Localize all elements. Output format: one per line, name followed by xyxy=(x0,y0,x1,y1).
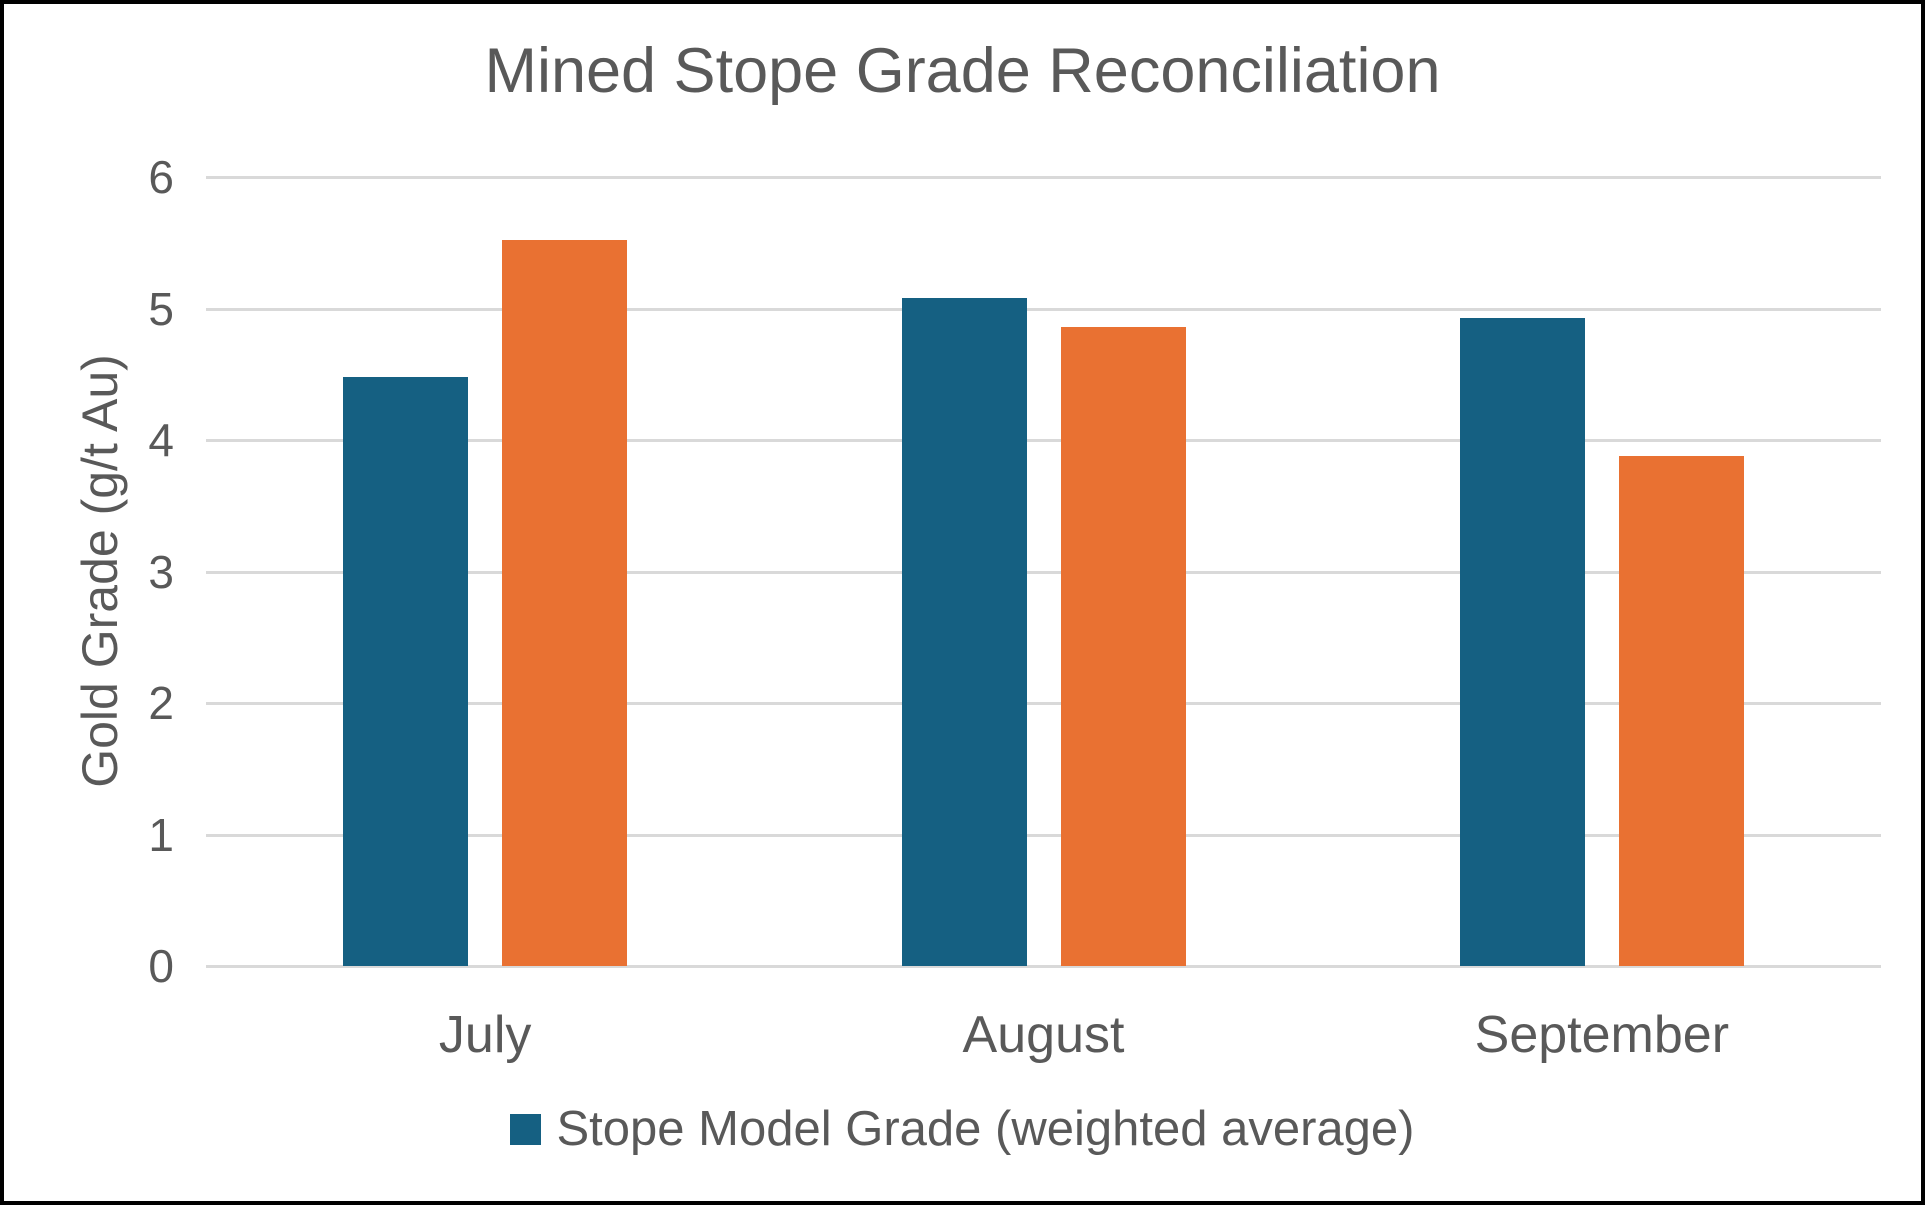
bar-august-series1 xyxy=(901,297,1027,966)
gridline-y4 xyxy=(206,439,1881,442)
y-tick-label-6: 6 xyxy=(148,151,174,203)
gridline-y3 xyxy=(206,570,1881,574)
bar-july-series2 xyxy=(502,240,628,966)
legend-label: Stope Model Grade (weighted average) xyxy=(556,1102,1415,1156)
bar-august-series2 xyxy=(1060,326,1186,966)
chart-title: Mined Stope Grade Reconciliation xyxy=(484,36,1441,106)
gridline-y1 xyxy=(206,833,1881,837)
plot-area: 0 1 2 3 4 5 6 July August September xyxy=(4,4,1921,1201)
y-tick-label-3: 3 xyxy=(148,545,174,598)
y-tick-label-0: 0 xyxy=(148,940,174,992)
gridline-y5 xyxy=(206,307,1881,311)
legend-swatch-icon xyxy=(510,1113,542,1145)
bar-july-series1 xyxy=(343,376,469,966)
x-axis-label-august: August xyxy=(962,1006,1125,1064)
y-tick-label-4: 4 xyxy=(148,414,174,466)
y-tick-label-5: 5 xyxy=(148,282,174,335)
legend: Stope Model Grade (weighted average) xyxy=(4,1098,1921,1160)
gridline-y6 xyxy=(206,176,1881,179)
gridline-y0 xyxy=(206,965,1881,968)
y-tick-label-1: 1 xyxy=(148,808,174,861)
x-axis-label-july: July xyxy=(438,1006,532,1064)
x-axis-label-september: September xyxy=(1474,1006,1730,1064)
bar-september-series1 xyxy=(1459,317,1585,966)
gridline-y2 xyxy=(206,702,1881,705)
bar-september-series2 xyxy=(1618,455,1744,966)
y-tick-label-2: 2 xyxy=(148,677,174,729)
